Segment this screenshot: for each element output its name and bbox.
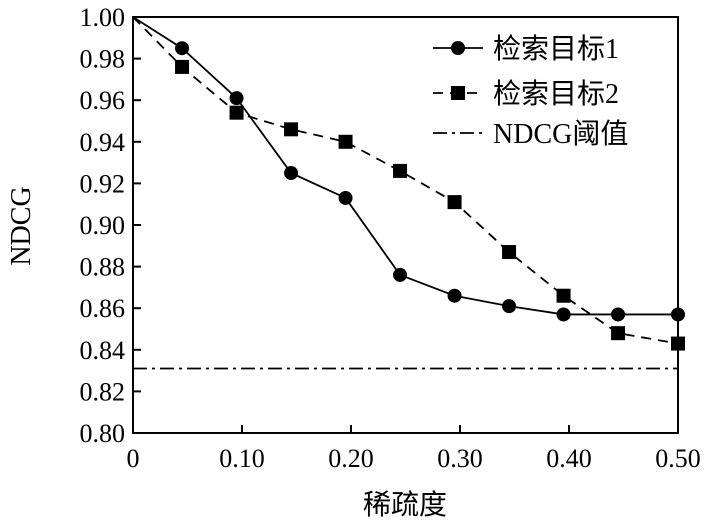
series-2-point-8 — [556, 288, 571, 303]
series-1-point-8 — [556, 307, 571, 322]
series-2 — [132, 16, 685, 351]
x-tick-label-2: 0.20 — [328, 444, 374, 473]
series-2-point-3 — [284, 122, 299, 137]
series-2-point-1 — [175, 59, 190, 74]
series-1-point-5 — [393, 267, 408, 282]
series-1-point-3 — [284, 166, 299, 180]
y-tick-label-4: 0.88 — [80, 253, 126, 282]
series-1-point-2 — [229, 91, 244, 106]
y-tick-label-6: 0.92 — [80, 169, 126, 198]
x-tick-label-5: 0.50 — [655, 444, 701, 473]
x-tick-label-4: 0.40 — [546, 444, 592, 473]
y-tick-label-0: 0.80 — [80, 419, 126, 448]
y-tick-label-5: 0.90 — [80, 211, 126, 240]
legend-marker-2 — [451, 86, 465, 100]
y-tick-label-2: 0.84 — [80, 336, 126, 365]
series-1-point-7 — [502, 299, 517, 314]
series-2-point-5 — [393, 163, 408, 178]
legend-label-1: 检索目标1 — [493, 33, 619, 65]
y-tick-label-10: 1.00 — [80, 3, 126, 32]
series-1-point-1 — [175, 41, 190, 56]
legend-marker-1 — [451, 41, 465, 55]
series-2-line — [132, 16, 679, 345]
y-tick-label-7: 0.94 — [80, 128, 126, 157]
x-tick-label-1: 0.10 — [219, 444, 265, 473]
y-tick-label-9: 0.98 — [80, 45, 126, 74]
y-axis-label: NDCG — [6, 186, 37, 265]
series-2-point-4 — [338, 134, 353, 149]
y-tick-label-8: 0.96 — [80, 86, 126, 115]
legend-label-3: NDCG阈值 — [493, 118, 628, 150]
series-2-point-9 — [611, 326, 626, 341]
legend-label-2: 检索目标2 — [493, 78, 619, 110]
y-tick-label-3: 0.86 — [80, 294, 126, 323]
series-2-point-10 — [671, 336, 685, 351]
series-layer — [132, 16, 685, 370]
series-2-point-2 — [229, 105, 244, 120]
series-1-point-10 — [671, 307, 685, 322]
series-1-point-9 — [611, 307, 626, 322]
series-1-point-4 — [338, 190, 353, 205]
series-1-point-6 — [447, 288, 462, 303]
series-2-point-6 — [447, 195, 462, 210]
series-2-point-7 — [502, 245, 517, 260]
y-tick-label-1: 0.82 — [80, 377, 126, 406]
series-1 — [132, 16, 685, 322]
x-tick-label-3: 0.30 — [437, 444, 483, 473]
x-axis-label: 稀疏度 — [363, 489, 447, 521]
legend: 检索目标1 检索目标2 NDCG阈值 — [433, 33, 628, 150]
plot-axes: 0.80 0.82 0.84 0.86 0.88 0.90 0.92 0.94 0.96 0.98… — [80, 3, 701, 473]
x-tick-label-0: 0 — [127, 444, 140, 473]
